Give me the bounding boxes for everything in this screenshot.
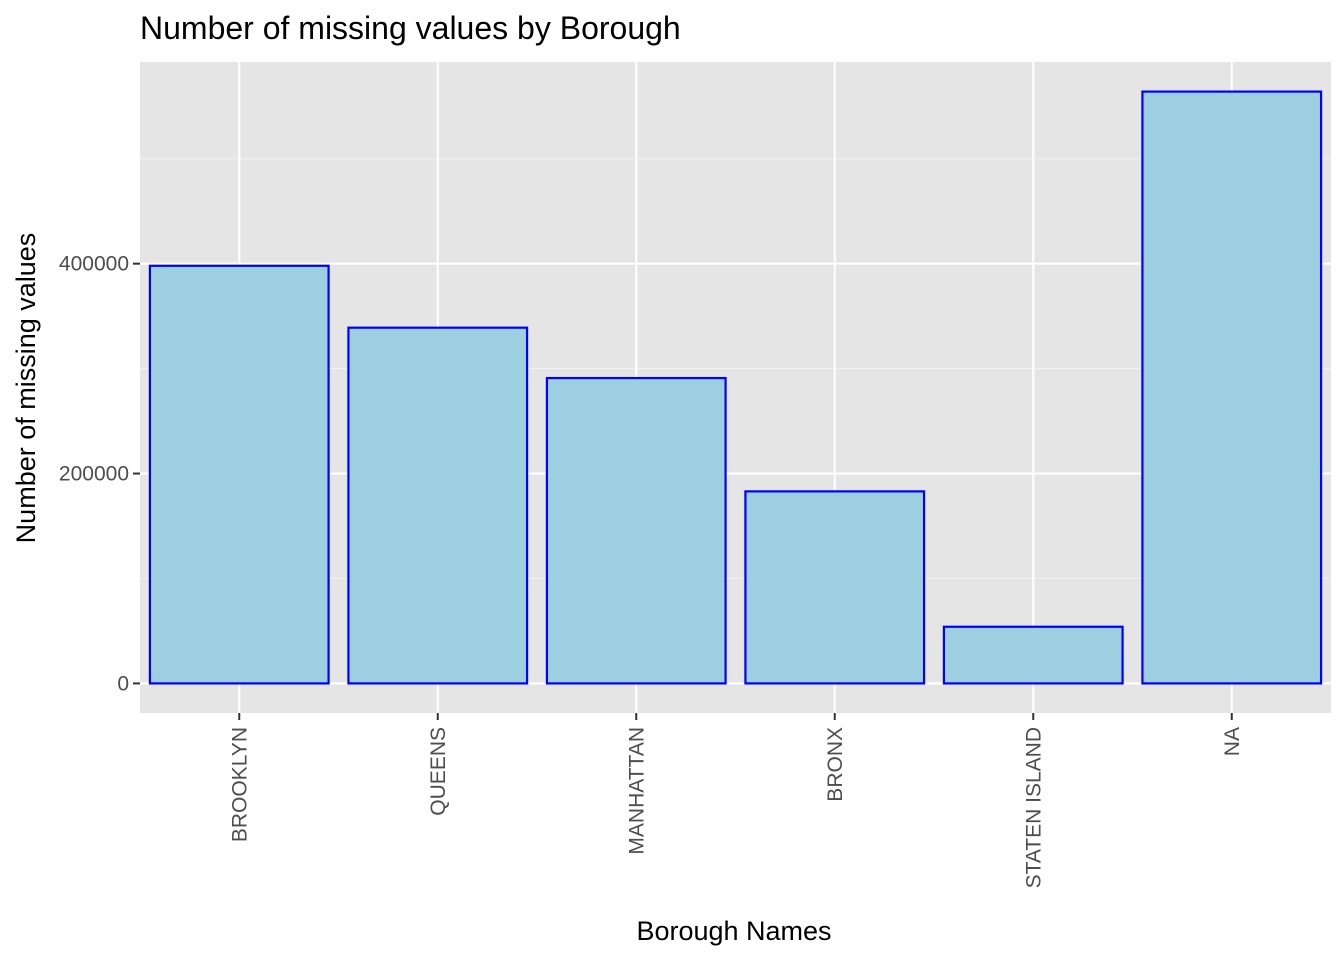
y-axis: 0 200000 400000 xyxy=(59,253,140,695)
plot-panel xyxy=(140,62,1331,713)
x-tick-label: STATEN ISLAND xyxy=(1022,727,1045,888)
y-tick-label: 400000 xyxy=(59,253,129,276)
bar-queens xyxy=(347,326,529,685)
x-tick-label: MANHATTAN xyxy=(625,727,648,855)
y-tick-label: 200000 xyxy=(59,463,129,486)
x-tick-label: QUEENS xyxy=(427,727,450,816)
chart-title: Number of missing values by Borough xyxy=(140,10,681,46)
y-tick-label: 0 xyxy=(117,672,129,695)
x-axis: BROOKLYN QUEENS MANHATTAN BRONX STATEN ISLAN… xyxy=(228,713,1244,888)
bar-na xyxy=(1141,90,1323,685)
x-tick-label: NA xyxy=(1221,727,1244,756)
y-axis-title: Number of missing values xyxy=(11,233,41,544)
bar-brooklyn xyxy=(148,264,330,685)
bars xyxy=(148,90,1323,685)
x-tick-label: BRONX xyxy=(824,727,847,802)
bar-manhattan xyxy=(545,376,727,685)
minor-gridlines xyxy=(140,158,1331,580)
bar-staten-island xyxy=(942,625,1124,685)
x-axis-title: Borough Names xyxy=(636,916,831,946)
x-tick-label: BROOKLYN xyxy=(228,727,251,842)
bar-bronx xyxy=(744,490,926,685)
